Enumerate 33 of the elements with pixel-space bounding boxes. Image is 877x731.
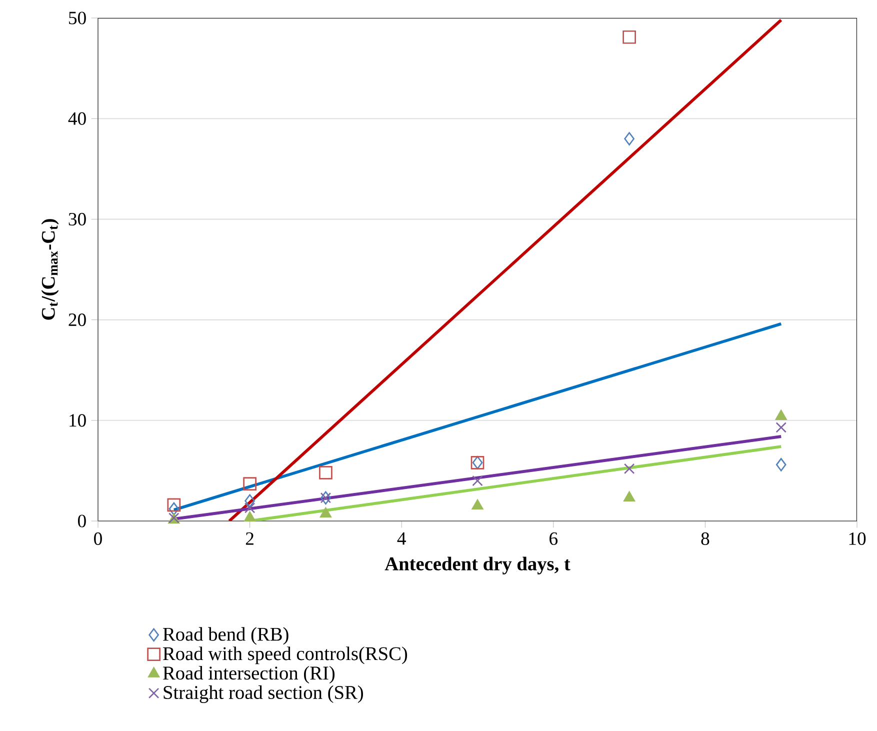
x-tick-label: 8	[701, 532, 710, 545]
x-tick-label: 0	[94, 532, 102, 545]
legend-label: Road with speed controls(RSC)	[163, 646, 408, 664]
point	[167, 498, 181, 512]
x-tick-label: 6	[550, 532, 558, 545]
point	[472, 475, 483, 486]
legend-label: Road bend (RB)	[163, 627, 288, 645]
point	[624, 132, 634, 146]
point	[320, 507, 332, 518]
y-tick-label: 10	[70, 414, 86, 427]
point	[244, 511, 256, 522]
point	[243, 477, 256, 490]
x-axis-title: Antecedent dry days, t	[384, 556, 570, 574]
y-tick-label: 0	[78, 514, 86, 528]
y-tick-label: 20	[68, 313, 86, 326]
point	[776, 458, 786, 472]
point	[471, 498, 484, 510]
x-tick-label: 10	[849, 532, 866, 545]
legend-label: Straight road section (SR)	[164, 685, 363, 704]
x-tick-label: 2	[246, 532, 254, 545]
point	[244, 494, 255, 508]
y-tick-label: 40	[68, 112, 86, 125]
y-tick-label: 50	[69, 12, 86, 24]
point	[168, 502, 180, 516]
point	[244, 502, 256, 514]
y-tick-label: 30	[68, 212, 86, 226]
point	[319, 466, 332, 480]
point	[776, 422, 786, 433]
point	[622, 30, 636, 44]
y-axis-title: C$_{t}$/(C$_{max}$-C$_{t}$)	[41, 219, 59, 320]
x-tick-label: 4	[397, 532, 406, 545]
legend-label: Road intersection (RI)	[163, 666, 335, 684]
point	[624, 463, 635, 474]
